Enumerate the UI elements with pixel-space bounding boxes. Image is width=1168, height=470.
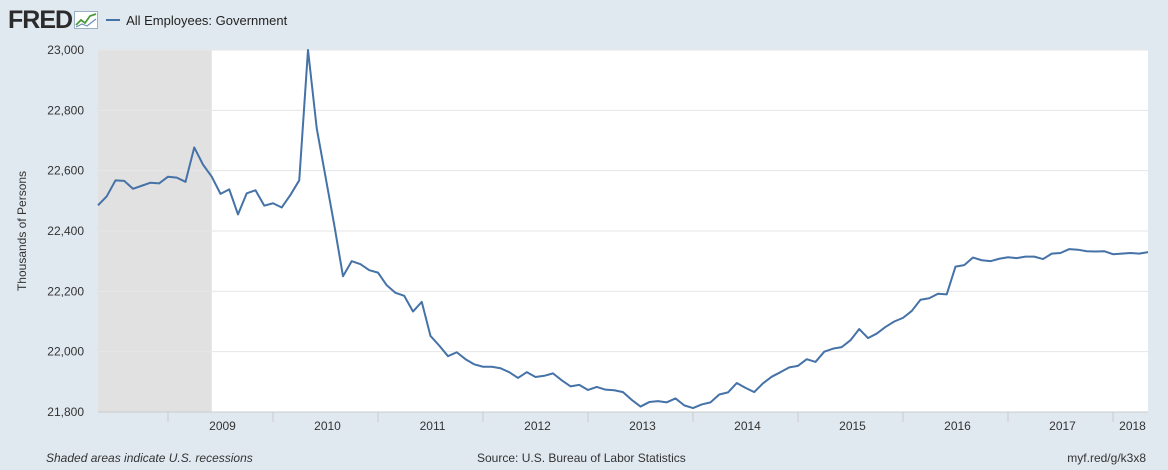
recession-note: Shaded areas indicate U.S. recessions (46, 451, 253, 465)
fred-logo[interactable]: FRED (8, 5, 73, 34)
x-tick-label: 2014 (734, 419, 761, 433)
y-tick-label: 22,800 (47, 103, 84, 117)
chart-line-icon (74, 11, 99, 29)
x-tick-label: 2012 (524, 419, 551, 433)
y-axis-title: Thousands of Persons (15, 171, 29, 291)
series-group (97, 49, 1149, 410)
series-line[interactable] (97, 49, 1149, 410)
y-axis-ticks: 21,800 22,000 22,200 22,400 22,600 22,800 23,0… (47, 43, 84, 419)
x-tick-label: 2015 (839, 419, 866, 433)
gridlines (98, 49, 1148, 413)
x-tick-label: 2018 (1119, 419, 1146, 433)
short-link[interactable]: myf.red/g/k3x8 (1067, 451, 1146, 465)
chart-header: FRED All Employees: Government (8, 6, 287, 34)
y-tick-label: 22,600 (47, 164, 84, 178)
y-tick-label: 21,800 (47, 405, 84, 419)
legend[interactable]: All Employees: Government (106, 13, 287, 28)
y-tick-label: 23,000 (47, 43, 84, 57)
x-tick-label: 2013 (629, 419, 656, 433)
y-tick-label: 22,200 (47, 284, 84, 298)
x-axis-ticks: 2009 2010 2011 2012 2013 2014 2015 2016 2017 2018 (167, 412, 1146, 433)
x-tick-label: 2010 (314, 419, 341, 433)
x-tick-label: 2011 (420, 419, 446, 433)
legend-swatch (106, 19, 121, 21)
x-tick-label: 2016 (944, 419, 971, 433)
y-tick-label: 22,400 (47, 224, 84, 238)
y-tick-label: 22,000 (47, 345, 84, 359)
x-tick-label: 2009 (209, 419, 236, 433)
source-note: Source: U.S. Bureau of Labor Statistics (477, 451, 686, 465)
x-tick-label: 2017 (1049, 419, 1076, 433)
legend-label: All Employees: Government (126, 12, 288, 28)
